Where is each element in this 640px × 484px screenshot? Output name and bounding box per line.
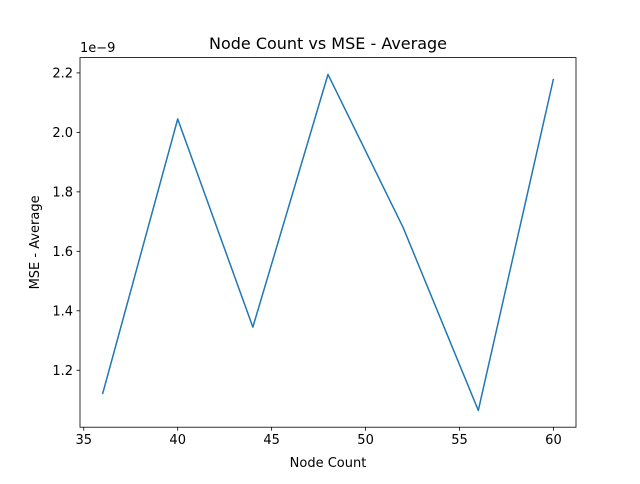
x-tick-label: 50 [357, 433, 374, 448]
chart-title: Node Count vs MSE - Average [209, 34, 447, 53]
y-tick-label: 1.8 [52, 185, 73, 200]
y-tick-label: 1.4 [52, 304, 73, 319]
y-axis-label: MSE - Average [28, 195, 43, 289]
x-tick-label: 60 [545, 433, 562, 448]
x-axis-label: Node Count [290, 456, 367, 471]
y-axis-offset-label: 1e−9 [80, 41, 115, 56]
y-tick-label: 1.2 [52, 364, 73, 379]
y-tick-label: 2.2 [52, 66, 73, 81]
x-tick-label: 45 [263, 433, 280, 448]
x-tick-label: 55 [451, 433, 468, 448]
y-tick-label: 1.6 [52, 245, 73, 260]
x-tick-label: 35 [75, 433, 92, 448]
y-tick-label: 2.0 [52, 126, 73, 141]
x-tick-label: 40 [169, 433, 186, 448]
